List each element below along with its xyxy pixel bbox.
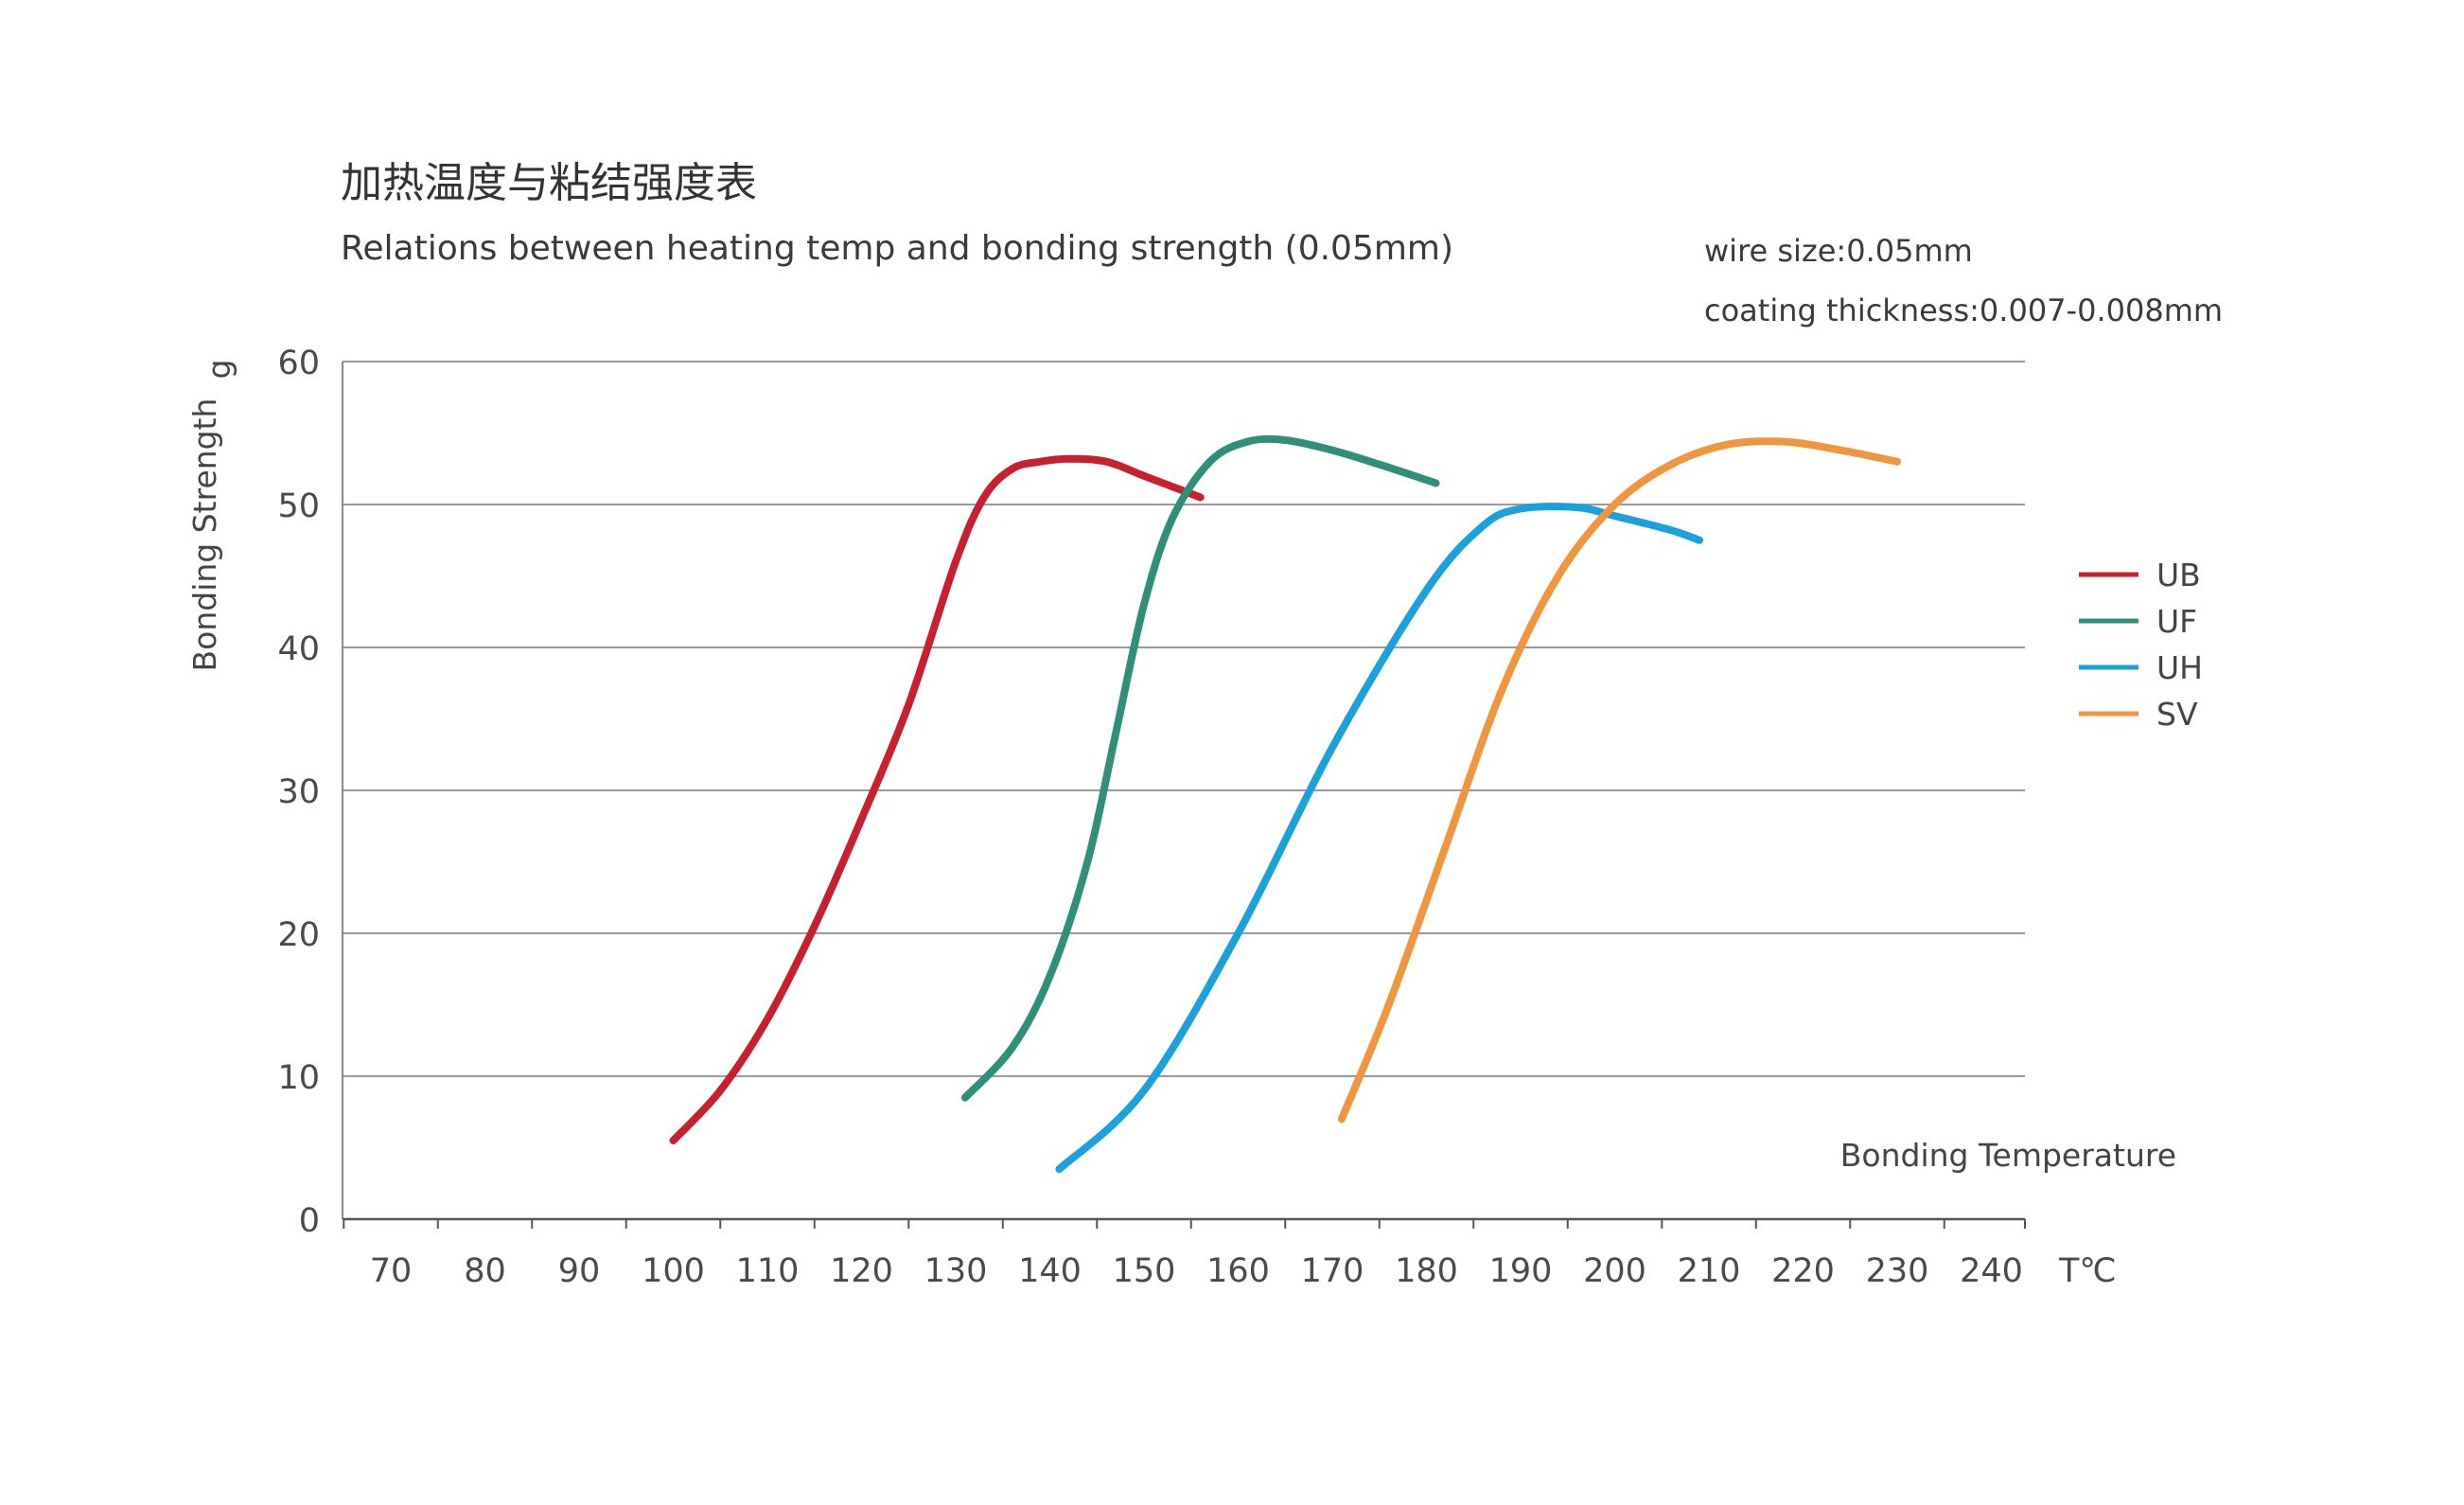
x-tick-label-70: 70 [370, 1252, 413, 1290]
x-tick-label-200: 200 [1583, 1252, 1646, 1290]
y-axis-unit: g [201, 360, 238, 380]
chart-subtitle: Relations between heating temp and bondi… [341, 229, 1453, 268]
x-tick-label-130: 130 [924, 1252, 988, 1290]
y-tick-label-10: 10 [277, 1059, 320, 1097]
series-lines [669, 434, 1901, 1174]
legend: UB UF UH SV [2079, 557, 2203, 733]
legend-label-sv: SV [2156, 696, 2198, 733]
x-tick-label-110: 110 [736, 1252, 800, 1290]
x-tick-label-170: 170 [1301, 1252, 1364, 1290]
x-tick-label-240: 240 [1960, 1252, 2023, 1290]
y-tick-label-30: 30 [277, 773, 320, 811]
x-tick-label-180: 180 [1395, 1252, 1458, 1290]
chart-title: 加热温度与粘结强度表 [341, 159, 757, 207]
series-line-sv [1337, 437, 1901, 1124]
x-tick-label-220: 220 [1771, 1252, 1835, 1290]
series-line-uf [960, 434, 1440, 1102]
note-coating-thickness: coating thickness:0.007-0.008mm [1704, 292, 2223, 328]
x-tick-label-120: 120 [830, 1252, 893, 1290]
legend-label-uh: UH [2156, 649, 2203, 686]
x-tick-label-80: 80 [464, 1252, 506, 1290]
grid-lines [343, 361, 2025, 1077]
y-axis-ticks: 0 10 20 30 40 50 60 [277, 345, 320, 1240]
x-axis-unit: T℃ [2058, 1252, 2117, 1290]
y-tick-label-60: 60 [277, 345, 320, 382]
x-tick-label-150: 150 [1113, 1252, 1176, 1290]
x-tick-label-230: 230 [1866, 1252, 1929, 1290]
y-tick-label-20: 20 [277, 916, 320, 954]
note-wire-size: wire size:0.05mm [1704, 233, 1973, 269]
y-tick-label-0: 0 [299, 1202, 320, 1240]
y-axis-title: Bonding Strength [186, 398, 223, 672]
legend-label-ub: UB [2156, 557, 2201, 593]
x-tick-label-100: 100 [642, 1252, 705, 1290]
y-tick-label-40: 40 [277, 630, 320, 668]
x-tick-label-190: 190 [1489, 1252, 1553, 1290]
y-tick-label-50: 50 [277, 487, 320, 525]
x-axis-ticks: 70 80 90 100 110 120 130 140 150 160 170 180 190 200 2… [343, 1219, 2026, 1290]
legend-label-uf: UF [2156, 603, 2197, 640]
x-axis-title: Bonding Temperature [1840, 1137, 2176, 1174]
x-tick-label-90: 90 [558, 1252, 601, 1290]
axes [342, 362, 2025, 1221]
x-tick-label-160: 160 [1206, 1252, 1270, 1290]
series-line-uh [1055, 503, 1703, 1174]
x-tick-label-140: 140 [1018, 1252, 1082, 1290]
series-line-ub [669, 454, 1205, 1144]
x-tick-label-210: 210 [1678, 1252, 1741, 1290]
